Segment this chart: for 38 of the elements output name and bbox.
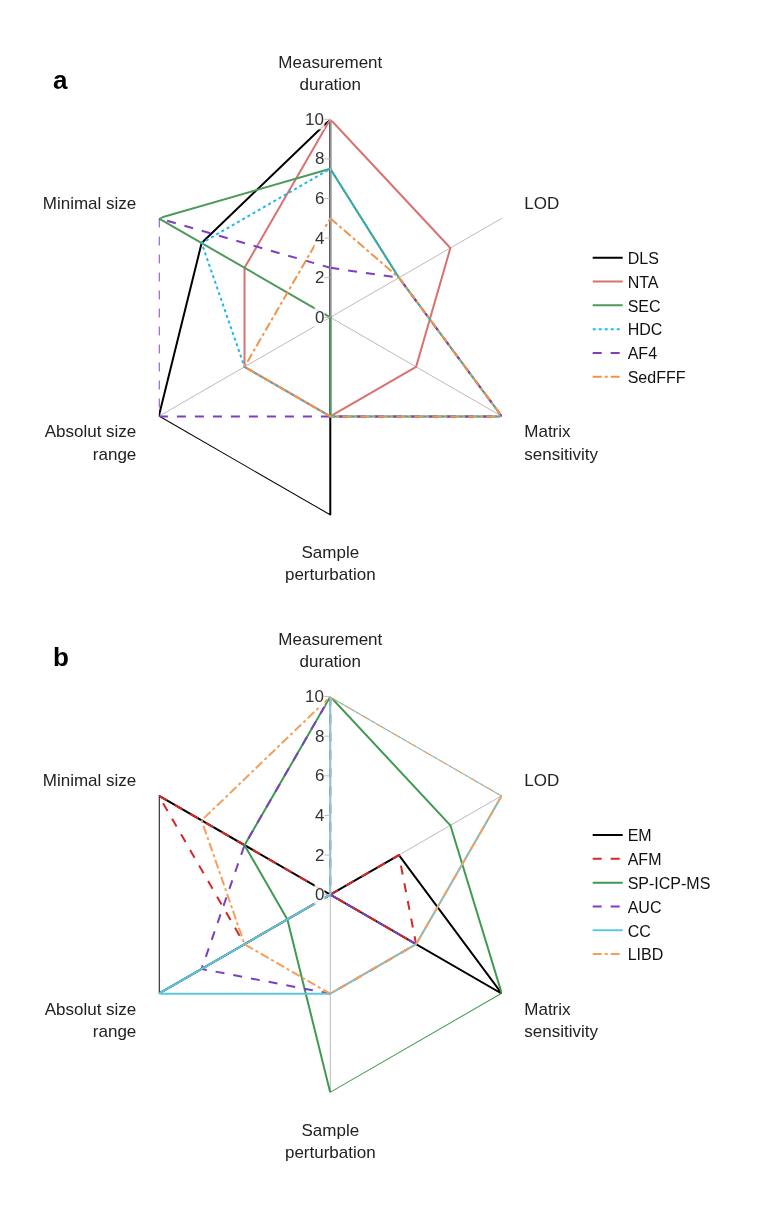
legend-label: LIBD bbox=[627, 946, 664, 964]
y-tick-label: 4 bbox=[315, 806, 325, 825]
y-tick-label: 4 bbox=[315, 229, 325, 248]
legend-label: SP-ICP-MS bbox=[627, 874, 711, 892]
spoke-label: Absolut size range bbox=[44, 422, 137, 464]
spoke-label: Minimal size bbox=[42, 771, 137, 791]
chart-title: b bbox=[53, 642, 69, 672]
y-tick-label: 8 bbox=[315, 727, 325, 746]
y-tick-label: 6 bbox=[315, 766, 325, 785]
legend-label: SEC bbox=[627, 297, 661, 315]
legend-label: AUC bbox=[627, 898, 662, 916]
legend-label: NTA bbox=[627, 273, 659, 291]
spoke-label: Sample perturbation bbox=[284, 543, 376, 585]
chart-title: a bbox=[53, 65, 68, 95]
spoke-label: Sample perturbation bbox=[284, 1120, 376, 1162]
spoke-label: Matrix sensitivity bbox=[524, 422, 599, 464]
legend-label: AFM bbox=[627, 851, 662, 869]
y-tick-label: 10 bbox=[305, 110, 324, 129]
spoke-label: Measurement duration bbox=[278, 52, 383, 94]
y-tick-label: 8 bbox=[315, 149, 325, 168]
legend-label: CC bbox=[627, 922, 651, 940]
spoke-label: Measurement duration bbox=[278, 630, 383, 672]
legend-label: EM bbox=[627, 827, 652, 845]
spoke-label: Minimal size bbox=[42, 193, 137, 213]
spoke-label: Absolut size range bbox=[44, 999, 137, 1041]
y-tick-label: 6 bbox=[315, 189, 325, 208]
y-tick-label: 2 bbox=[315, 846, 325, 865]
y-tick-label: 10 bbox=[305, 687, 324, 706]
y-tick-label: 0 bbox=[315, 308, 325, 327]
y-tick-label: 2 bbox=[315, 268, 325, 287]
spoke-label: LOD bbox=[524, 771, 560, 791]
legend-label: DLS bbox=[627, 249, 659, 267]
legend-label: HDC bbox=[627, 321, 663, 339]
spoke-label: Matrix sensitivity bbox=[524, 999, 599, 1041]
y-tick-label: 0 bbox=[315, 885, 325, 904]
legend-label: AF4 bbox=[627, 345, 658, 363]
spoke-label: LOD bbox=[524, 193, 560, 213]
legend-label: SedFFF bbox=[627, 368, 686, 386]
